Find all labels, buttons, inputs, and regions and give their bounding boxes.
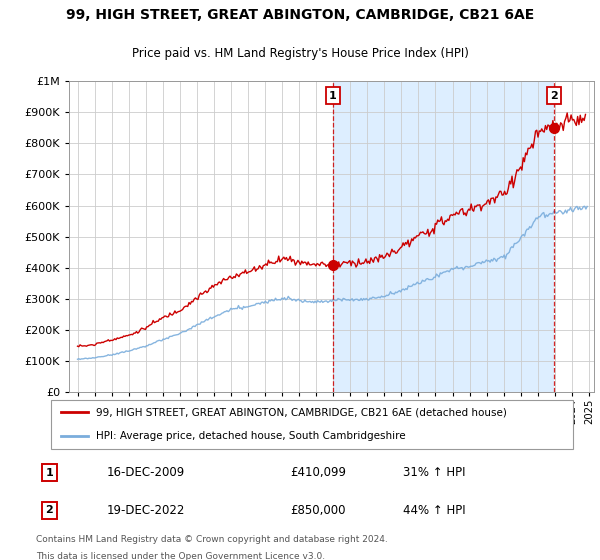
Text: 2: 2	[550, 91, 558, 101]
Text: 99, HIGH STREET, GREAT ABINGTON, CAMBRIDGE, CB21 6AE (detached house): 99, HIGH STREET, GREAT ABINGTON, CAMBRID…	[95, 408, 506, 418]
Text: £850,000: £850,000	[290, 504, 346, 517]
Text: HPI: Average price, detached house, South Cambridgeshire: HPI: Average price, detached house, Sout…	[95, 431, 405, 441]
Text: This data is licensed under the Open Government Licence v3.0.: This data is licensed under the Open Gov…	[36, 553, 325, 560]
Text: 2: 2	[46, 505, 53, 515]
FancyBboxPatch shape	[50, 400, 574, 449]
Text: 99, HIGH STREET, GREAT ABINGTON, CAMBRIDGE, CB21 6AE: 99, HIGH STREET, GREAT ABINGTON, CAMBRID…	[66, 7, 534, 21]
Text: 1: 1	[329, 91, 337, 101]
Text: 1: 1	[46, 468, 53, 478]
Bar	[332, 81, 554, 392]
Text: Contains HM Land Registry data © Crown copyright and database right 2024.: Contains HM Land Registry data © Crown c…	[36, 535, 388, 544]
Text: £410,099: £410,099	[290, 466, 346, 479]
Text: 19-DEC-2022: 19-DEC-2022	[106, 504, 185, 517]
Text: 44% ↑ HPI: 44% ↑ HPI	[403, 504, 466, 517]
Text: Price paid vs. HM Land Registry's House Price Index (HPI): Price paid vs. HM Land Registry's House …	[131, 47, 469, 60]
Text: 31% ↑ HPI: 31% ↑ HPI	[403, 466, 466, 479]
Text: 16-DEC-2009: 16-DEC-2009	[106, 466, 184, 479]
